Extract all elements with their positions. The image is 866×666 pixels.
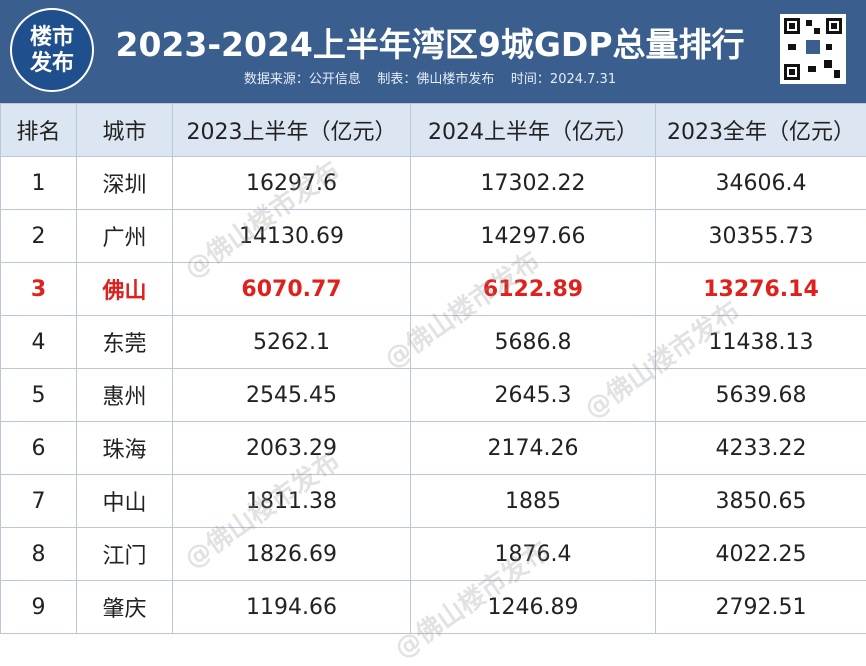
table-cell: 11438.13 xyxy=(656,316,866,369)
table-cell: 4233.22 xyxy=(656,422,866,475)
table-cell: 2645.3 xyxy=(411,369,656,422)
table-cell: 13276.14 xyxy=(656,263,866,316)
logo: 楼市发布 xyxy=(10,8,94,92)
qr-code xyxy=(780,14,846,84)
table-cell: 东莞 xyxy=(77,316,173,369)
table-cell: 佛山 xyxy=(77,263,173,316)
subtitle: 数据来源：公开信息 制表：佛山楼市发布 时间：2024.7.31 xyxy=(100,68,760,87)
table-cell: 5639.68 xyxy=(656,369,866,422)
column-header: 排名 xyxy=(1,104,77,157)
table-cell: 2063.29 xyxy=(173,422,411,475)
table-cell: 江门 xyxy=(77,528,173,581)
title: 2023-2024上半年湾区9城GDP总量排行 xyxy=(100,18,760,66)
table-cell: 34606.4 xyxy=(656,157,866,210)
table-cell: 9 xyxy=(1,581,77,634)
table-cell: 1826.69 xyxy=(173,528,411,581)
table-cell: 14297.66 xyxy=(411,210,656,263)
table-cell: 广州 xyxy=(77,210,173,263)
table-cell: 1876.4 xyxy=(411,528,656,581)
table-cell: 1885 xyxy=(411,475,656,528)
table-cell: 1811.38 xyxy=(173,475,411,528)
table-cell: 1194.66 xyxy=(173,581,411,634)
table-cell: 6070.77 xyxy=(173,263,411,316)
logo-text: 楼市 xyxy=(12,25,92,51)
column-header: 2023全年（亿元） xyxy=(656,104,866,157)
table-cell: 5262.1 xyxy=(173,316,411,369)
column-header: 2023上半年（亿元） xyxy=(173,104,411,157)
table-cell: 8 xyxy=(1,528,77,581)
table-cell: 5686.8 xyxy=(411,316,656,369)
table-cell: 3850.65 xyxy=(656,475,866,528)
table-cell: 1246.89 xyxy=(411,581,656,634)
table-cell: 30355.73 xyxy=(656,210,866,263)
table-cell: 16297.6 xyxy=(173,157,411,210)
table-cell: 2792.51 xyxy=(656,581,866,634)
table-cell: 5 xyxy=(1,369,77,422)
table-cell: 3 xyxy=(1,263,77,316)
table-cell: 2174.26 xyxy=(411,422,656,475)
table-cell: 4022.25 xyxy=(656,528,866,581)
body: 楼市发布 2023-2024上半年湾区9城GDP总量排行 数据来源：公开信息 制… xyxy=(0,0,866,636)
table-cell: 2 xyxy=(1,210,77,263)
logo-text: 发布 xyxy=(12,51,92,77)
table-cell: 深圳 xyxy=(77,157,173,210)
table-cell: 2545.45 xyxy=(173,369,411,422)
table-cell: 6 xyxy=(1,422,77,475)
table-cell: 中山 xyxy=(77,475,173,528)
table-cell: 1 xyxy=(1,157,77,210)
table-cell: 17302.22 xyxy=(411,157,656,210)
table-cell: 肇庆 xyxy=(77,581,173,634)
column-header: 2024上半年（亿元） xyxy=(411,104,656,157)
page: GDP排行 {"header":{"logo":["楼市","发布"],"tit… xyxy=(0,0,866,636)
table-cell: 惠州 xyxy=(77,369,173,422)
table-cell: 珠海 xyxy=(77,422,173,475)
column-header: 城市 xyxy=(77,104,173,157)
table-cell: 7 xyxy=(1,475,77,528)
table-cell: 4 xyxy=(1,316,77,369)
table-cell: 14130.69 xyxy=(173,210,411,263)
header: 楼市发布 2023-2024上半年湾区9城GDP总量排行 数据来源：公开信息 制… xyxy=(0,0,866,103)
table-cell: 6122.89 xyxy=(411,263,656,316)
